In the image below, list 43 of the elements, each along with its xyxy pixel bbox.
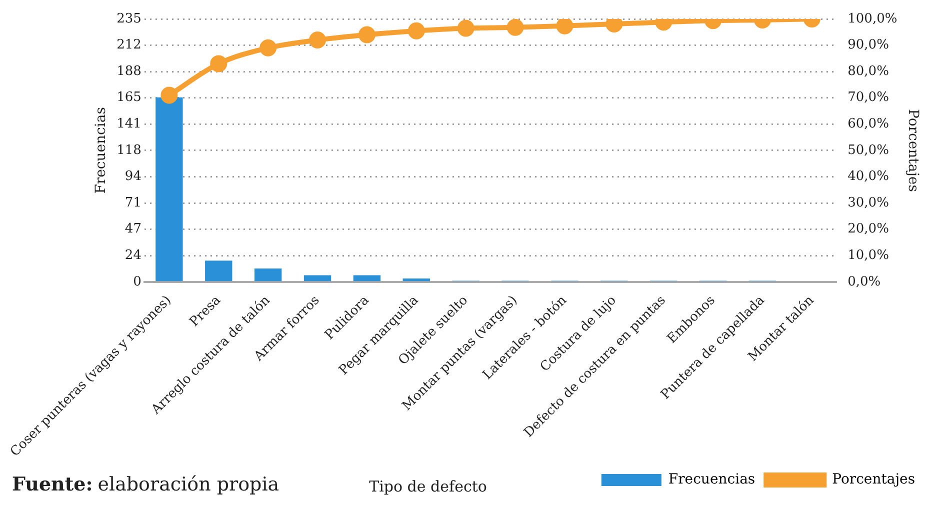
y-tick-label: 118 — [116, 142, 142, 158]
point — [260, 39, 277, 56]
y-tick-label: 0 — [133, 274, 142, 290]
y-tick-label: 188 — [116, 64, 142, 79]
y-tick-label: 165 — [116, 90, 142, 106]
point — [358, 26, 376, 44]
point — [309, 32, 326, 49]
y-tick-label: 47 — [124, 222, 142, 237]
y2-tick-label: 20,0% — [848, 222, 889, 237]
point — [556, 19, 574, 34]
bar — [156, 97, 183, 282]
y-tick-label: 141 — [116, 116, 142, 132]
bar — [254, 268, 282, 282]
y2-tick-label: 70,0% — [848, 90, 889, 106]
bar — [304, 275, 332, 282]
y2-tick-label: 10,0% — [848, 248, 889, 263]
y2-tick-label: 80,0% — [848, 64, 889, 79]
legend-label: Porcentajes — [832, 472, 916, 488]
bar — [402, 278, 430, 282]
y2-tick-label: 90,0% — [848, 38, 889, 53]
y-tick-label: 235 — [116, 11, 142, 26]
y2-tick-label: 60,0% — [848, 116, 889, 132]
x-axis-title: Tipo de defecto — [369, 477, 487, 496]
y-tick-label: 71 — [124, 195, 142, 210]
point — [457, 20, 474, 37]
y2-tick-label: 40,0% — [848, 169, 889, 184]
point — [408, 22, 425, 40]
y-tick-label: 24 — [124, 248, 142, 263]
y2-tick-label: 50,0% — [848, 142, 889, 158]
source-note: Fuente: elaboración propia — [12, 473, 280, 496]
legend-label: Frecuencias — [668, 472, 756, 488]
bar — [353, 275, 381, 282]
y2-tick-label: 0,0% — [848, 274, 881, 290]
y2-axis-title: Porcentajes — [904, 109, 921, 192]
y2-tick-label: 100,0% — [848, 11, 898, 26]
bar — [205, 260, 232, 282]
y-tick-label: 212 — [116, 38, 142, 53]
y2-tick-label: 30,0% — [848, 195, 889, 210]
y-tick-label: 94 — [124, 169, 142, 184]
point — [160, 86, 178, 104]
point — [506, 19, 524, 36]
y-axis-title: Frecuencias — [92, 107, 109, 194]
point — [210, 55, 228, 72]
